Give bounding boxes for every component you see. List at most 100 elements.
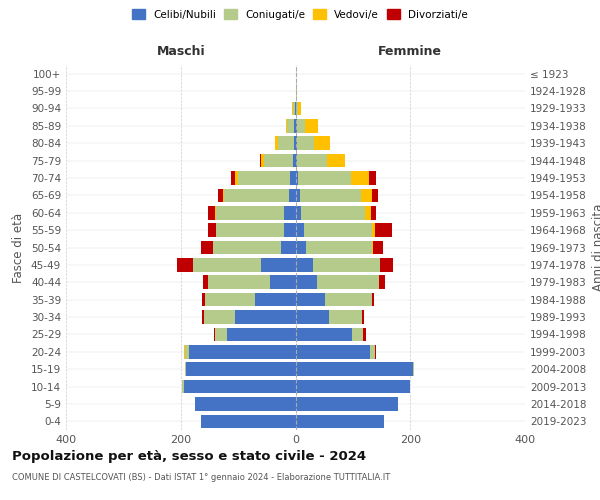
Bar — [350, 171, 369, 185]
Bar — [178, 258, 193, 272]
Bar — [296, 310, 329, 324]
Bar — [286, 119, 287, 132]
Bar — [296, 380, 410, 394]
Bar — [379, 276, 385, 289]
Bar — [298, 102, 301, 115]
Bar — [294, 136, 296, 150]
Bar — [289, 188, 296, 202]
Bar — [284, 206, 296, 220]
Bar — [235, 171, 238, 185]
Bar — [372, 224, 374, 237]
Bar — [227, 328, 296, 341]
Bar — [264, 154, 293, 168]
Bar — [296, 276, 317, 289]
Legend: Celibi/Nubili, Coniugati/e, Vedovi/e, Divorziati/e: Celibi/Nubili, Coniugati/e, Vedovi/e, Di… — [128, 5, 472, 24]
Bar — [217, 224, 284, 237]
Y-axis label: Fasce di età: Fasce di età — [13, 212, 25, 282]
Bar — [373, 240, 383, 254]
Bar — [184, 380, 296, 394]
Bar — [296, 102, 298, 115]
Bar — [299, 188, 361, 202]
Bar — [296, 154, 297, 168]
Bar — [208, 224, 216, 237]
Bar — [184, 345, 185, 358]
Bar — [281, 240, 296, 254]
Bar — [304, 224, 372, 237]
Bar — [190, 345, 296, 358]
Bar — [260, 154, 261, 168]
Bar — [224, 188, 289, 202]
Bar — [215, 328, 227, 341]
Bar — [362, 310, 364, 324]
Bar — [301, 206, 365, 220]
Bar — [371, 206, 376, 220]
Bar — [269, 276, 296, 289]
Bar — [185, 345, 190, 358]
Bar — [261, 154, 264, 168]
Bar — [217, 206, 284, 220]
Bar — [182, 380, 184, 394]
Bar — [296, 414, 385, 428]
Y-axis label: Anni di nascita: Anni di nascita — [592, 204, 600, 291]
Bar — [296, 136, 314, 150]
Bar — [317, 276, 379, 289]
Bar — [380, 258, 393, 272]
Bar — [201, 240, 214, 254]
Bar — [297, 154, 327, 168]
Bar — [235, 310, 296, 324]
Bar — [373, 293, 374, 306]
Bar — [278, 136, 294, 150]
Bar — [214, 240, 281, 254]
Bar — [261, 258, 296, 272]
Bar — [293, 102, 295, 115]
Bar — [230, 171, 235, 185]
Bar — [372, 240, 373, 254]
Bar — [193, 258, 261, 272]
Bar — [296, 240, 306, 254]
Bar — [204, 310, 235, 324]
Text: COMUNE DI CASTELCOVATI (BS) - Dati ISTAT 1° gennaio 2024 - Elaborazione TUTTITAL: COMUNE DI CASTELCOVATI (BS) - Dati ISTAT… — [12, 472, 390, 482]
Bar — [325, 293, 373, 306]
Bar — [296, 119, 305, 132]
Bar — [214, 328, 215, 341]
Bar — [314, 136, 330, 150]
Bar — [296, 362, 413, 376]
Bar — [296, 206, 301, 220]
Bar — [215, 206, 217, 220]
Bar — [187, 362, 296, 376]
Bar — [223, 188, 224, 202]
Bar — [238, 171, 290, 185]
Bar — [365, 206, 371, 220]
Bar — [298, 171, 350, 185]
Bar — [363, 328, 366, 341]
Bar — [293, 154, 296, 168]
Bar — [372, 188, 377, 202]
Bar — [195, 397, 296, 410]
Bar — [413, 362, 414, 376]
Bar — [185, 362, 187, 376]
Bar — [313, 258, 380, 272]
Bar — [296, 345, 370, 358]
Bar — [205, 293, 256, 306]
Bar — [327, 154, 346, 168]
Bar — [275, 136, 278, 150]
Bar — [203, 276, 208, 289]
Bar — [329, 310, 362, 324]
Bar — [296, 293, 325, 306]
Text: Maschi: Maschi — [157, 44, 205, 58]
Bar — [306, 240, 372, 254]
Bar — [370, 345, 374, 358]
Bar — [208, 206, 215, 220]
Bar — [296, 224, 304, 237]
Bar — [369, 171, 376, 185]
Bar — [218, 188, 223, 202]
Bar — [202, 310, 204, 324]
Bar — [296, 188, 299, 202]
Bar — [284, 224, 296, 237]
Bar — [305, 119, 318, 132]
Text: Popolazione per età, sesso e stato civile - 2024: Popolazione per età, sesso e stato civil… — [12, 450, 366, 463]
Bar — [295, 119, 296, 132]
Bar — [287, 119, 295, 132]
Bar — [296, 258, 313, 272]
Bar — [208, 276, 269, 289]
